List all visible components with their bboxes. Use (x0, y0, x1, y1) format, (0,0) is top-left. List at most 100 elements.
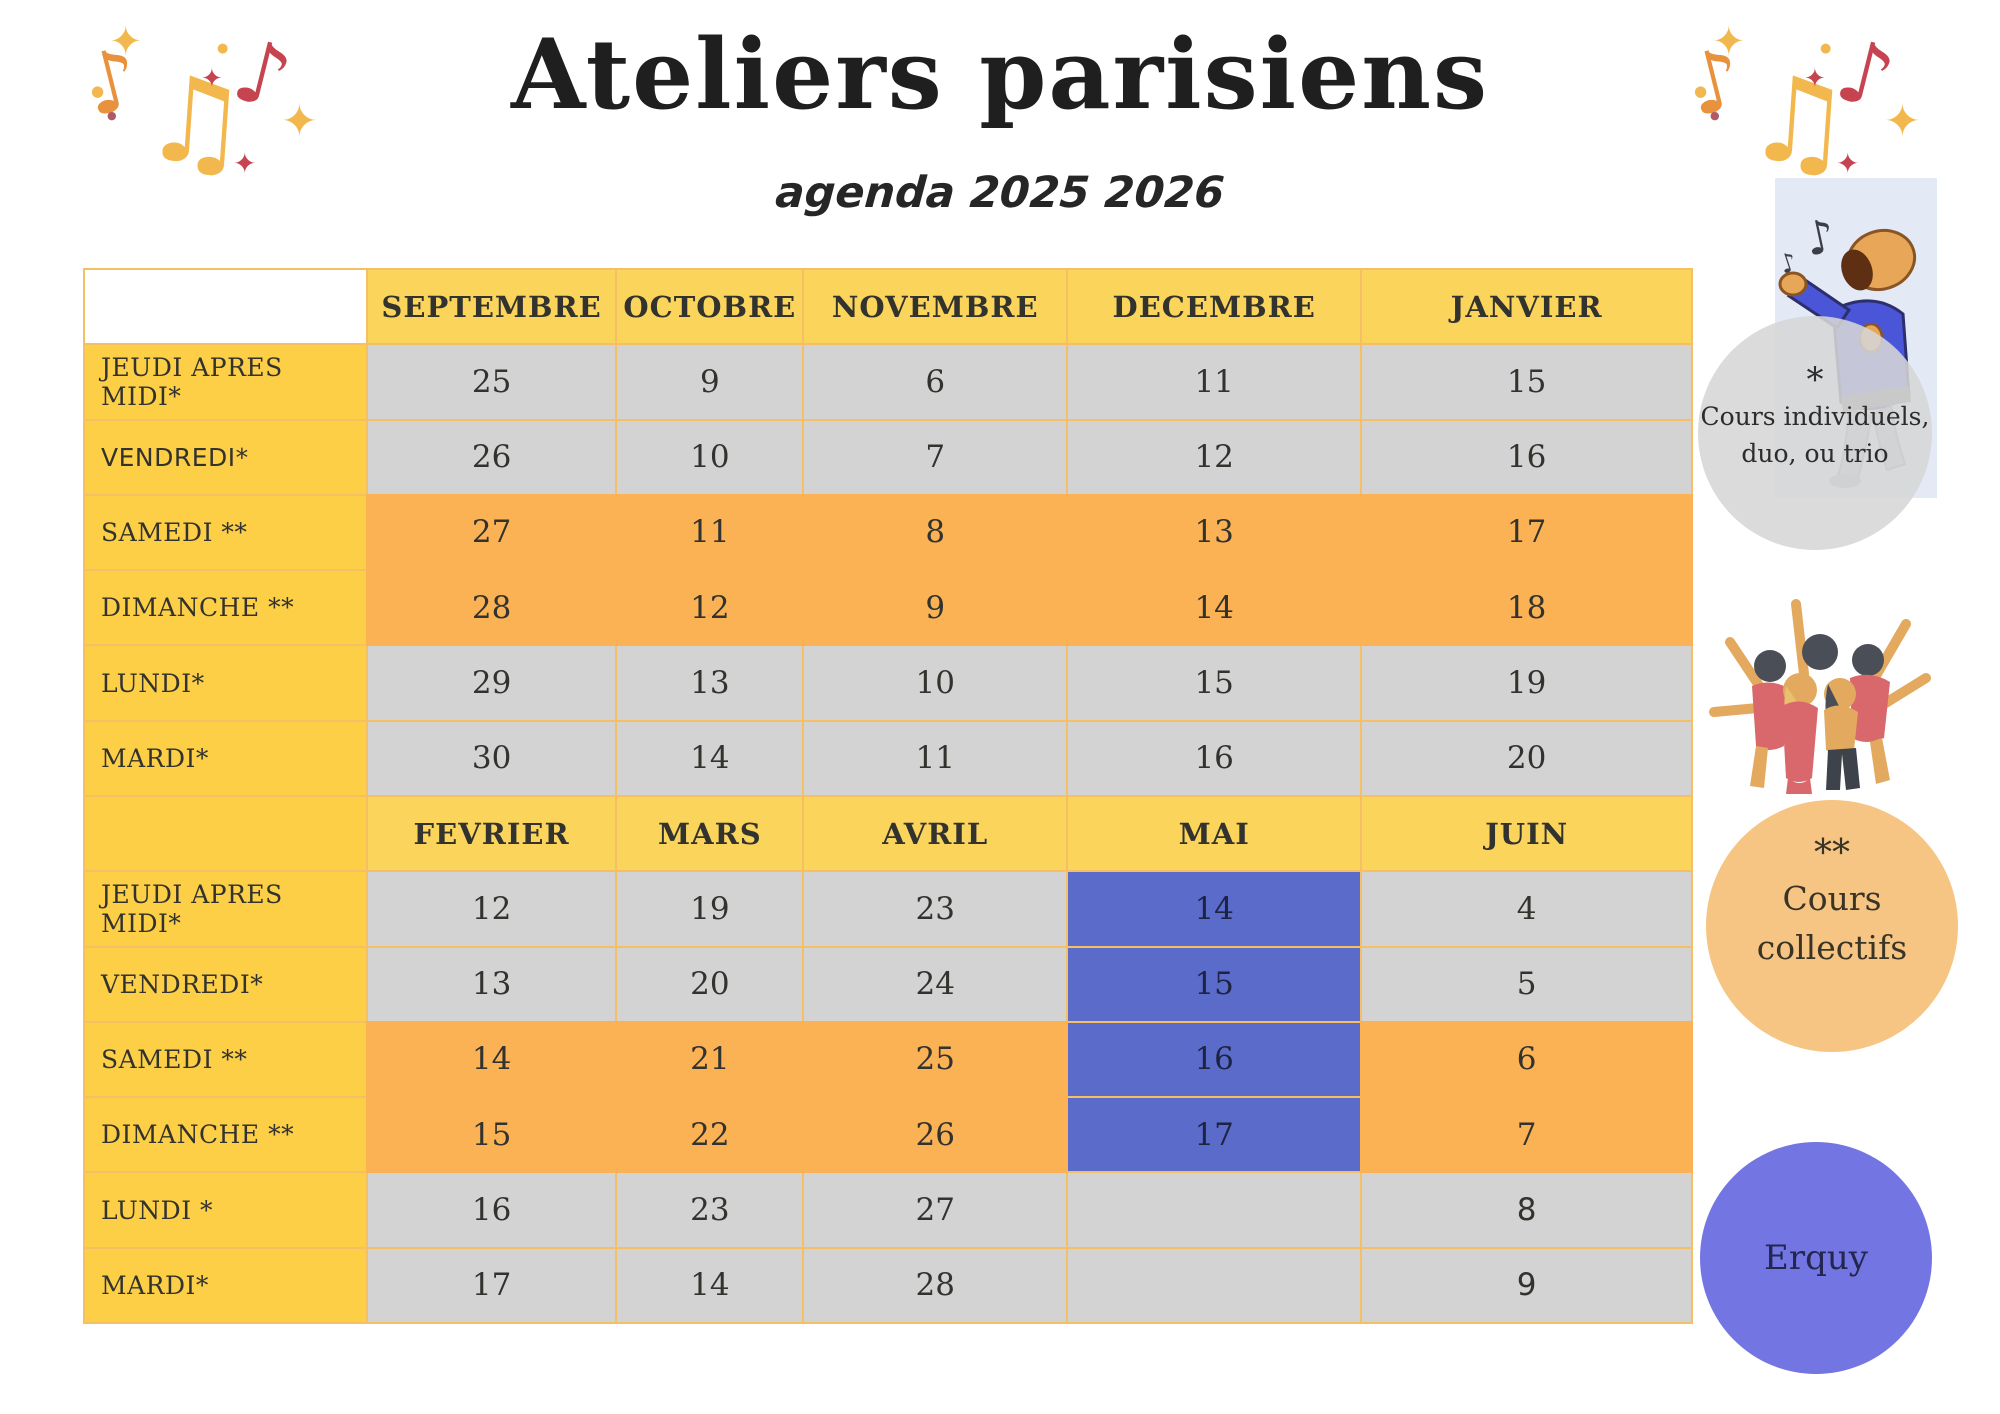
date-cell: 30 (367, 721, 616, 795)
dot-icon: ● (1820, 41, 1832, 56)
date-cell: 28 (367, 571, 616, 645)
date-cell: 19 (1362, 646, 1691, 720)
legend-collective-courses: ** Cours collectifs (1706, 800, 1958, 1052)
date-cell: 10 (617, 420, 803, 494)
date-cell: 15 (1068, 646, 1361, 720)
date-cell: 26 (367, 420, 616, 494)
date-cell: 11 (804, 721, 1067, 795)
music-decoration-left: ♪ ♫ ♪ ✦ ✦ ✦ ✦ ● ● ● (74, 19, 325, 207)
date-cell: 10 (804, 646, 1067, 720)
month-header-cell: JANVIER (1362, 270, 1691, 344)
dot-icon: ● (217, 41, 229, 56)
date-cell: 15 (1362, 345, 1691, 419)
sparkle-icon: ✦ (233, 147, 257, 180)
legend-individual-line1: Cours individuels, (1700, 402, 1930, 432)
date-cell: 18 (1362, 571, 1691, 645)
date-cell: 17 (1362, 495, 1691, 570)
date-cell: 11 (617, 495, 803, 570)
date-cell: 22 (617, 1098, 803, 1172)
date-cell: 14 (367, 1022, 616, 1097)
date-cell: 15 (1068, 947, 1361, 1021)
date-cell: 16 (1068, 1022, 1361, 1097)
month-header-cell: DECEMBRE (1068, 270, 1361, 344)
date-cell: 24 (804, 947, 1067, 1021)
double-asterisk-symbol: ** (1814, 833, 1850, 874)
date-cell: 11 (1068, 345, 1361, 419)
sparkle-icon: ✦ (109, 19, 143, 65)
date-cell: 25 (367, 345, 616, 419)
date-cell: 29 (367, 646, 616, 720)
date-cell: 23 (804, 872, 1067, 946)
month-header-cell: OCTOBRE (617, 270, 803, 344)
date-cell: 14 (1068, 571, 1361, 645)
date-cell: 20 (617, 947, 803, 1021)
date-cell (1068, 1248, 1361, 1322)
date-cell: 12 (617, 571, 803, 645)
day-label-cell: LUNDI * (85, 1173, 366, 1247)
erquy-badge: Erquy (1700, 1142, 1932, 1374)
corner-cell (85, 270, 366, 344)
music-decoration-right: ♪ ♫ ♪ ✦ ✦ ✦ ✦ ● ● ● (1677, 19, 1928, 207)
date-cell (1068, 1173, 1361, 1247)
date-cell: 9 (1362, 1248, 1691, 1322)
date-cell: 5 (1362, 947, 1691, 1021)
day-label-cell: VENDREDI* (85, 947, 366, 1021)
date-cell: 26 (804, 1098, 1067, 1172)
legend-collective-line2: collectifs (1756, 928, 1908, 968)
day-label-cell: JEUDI APRES MIDI* (85, 872, 366, 946)
legend-collective-line1: Cours (1782, 878, 1882, 918)
date-cell: 16 (1362, 420, 1691, 494)
page-title: Ateliers parisiens (510, 18, 1490, 131)
month-header-cell: JUIN (1362, 796, 1691, 871)
date-cell: 27 (804, 1173, 1067, 1247)
date-cell: 7 (804, 420, 1067, 494)
date-cell: 6 (804, 345, 1067, 419)
date-cell: 9 (804, 571, 1067, 645)
sparkle-icon: ✦ (281, 96, 318, 147)
month-header-cell: MAI (1068, 796, 1361, 871)
day-label-cell: LUNDI* (85, 646, 366, 720)
date-cell: 27 (367, 495, 616, 570)
month-header-cell: AVRIL (804, 796, 1067, 871)
sparkle-icon: ✦ (1804, 64, 1826, 94)
sparkle-icon: ✦ (1712, 19, 1746, 65)
date-cell: 15 (367, 1098, 616, 1172)
date-cell: 4 (1362, 872, 1691, 946)
date-cell: 7 (1362, 1098, 1691, 1172)
date-cell: 13 (617, 646, 803, 720)
day-label-cell: MARDI* (85, 1248, 366, 1322)
day-label-cell: DIMANCHE ** (85, 571, 366, 645)
date-cell: 28 (804, 1248, 1067, 1322)
sparkle-icon: ✦ (1884, 96, 1921, 147)
group-illustration (1700, 582, 1936, 802)
date-cell: 25 (804, 1022, 1067, 1097)
sparkle-icon: ✦ (1836, 147, 1860, 180)
day-label-cell (85, 796, 366, 871)
month-header-cell: FEVRIER (367, 796, 616, 871)
dot-icon: ● (91, 82, 105, 100)
date-cell: 17 (367, 1248, 616, 1322)
legend-individual-courses: * Cours individuels, duo, ou trio (1698, 316, 1932, 550)
day-label-cell: MARDI* (85, 721, 366, 795)
date-cell: 13 (1068, 495, 1361, 570)
dot-icon: ● (107, 109, 117, 122)
erquy-label: Erquy (1764, 1238, 1868, 1278)
day-label-cell: SAMEDI ** (85, 1022, 366, 1097)
date-cell: 12 (1068, 420, 1361, 494)
date-cell: 14 (1068, 872, 1361, 946)
date-cell: 12 (367, 872, 616, 946)
month-header-cell: MARS (617, 796, 803, 871)
date-cell: 21 (617, 1022, 803, 1097)
date-cell: 14 (617, 721, 803, 795)
date-cell: 14 (617, 1248, 803, 1322)
asterisk-symbol: * (1806, 360, 1824, 400)
date-cell: 6 (1362, 1022, 1691, 1097)
date-cell: 19 (617, 872, 803, 946)
date-cell: 20 (1362, 721, 1691, 795)
date-cell: 8 (804, 495, 1067, 570)
date-cell: 17 (1068, 1098, 1361, 1172)
legend-individual-line2: duo, ou trio (1741, 438, 1889, 468)
dot-icon: ● (1694, 82, 1708, 100)
date-cell: 23 (617, 1173, 803, 1247)
date-cell: 8 (1362, 1173, 1691, 1247)
